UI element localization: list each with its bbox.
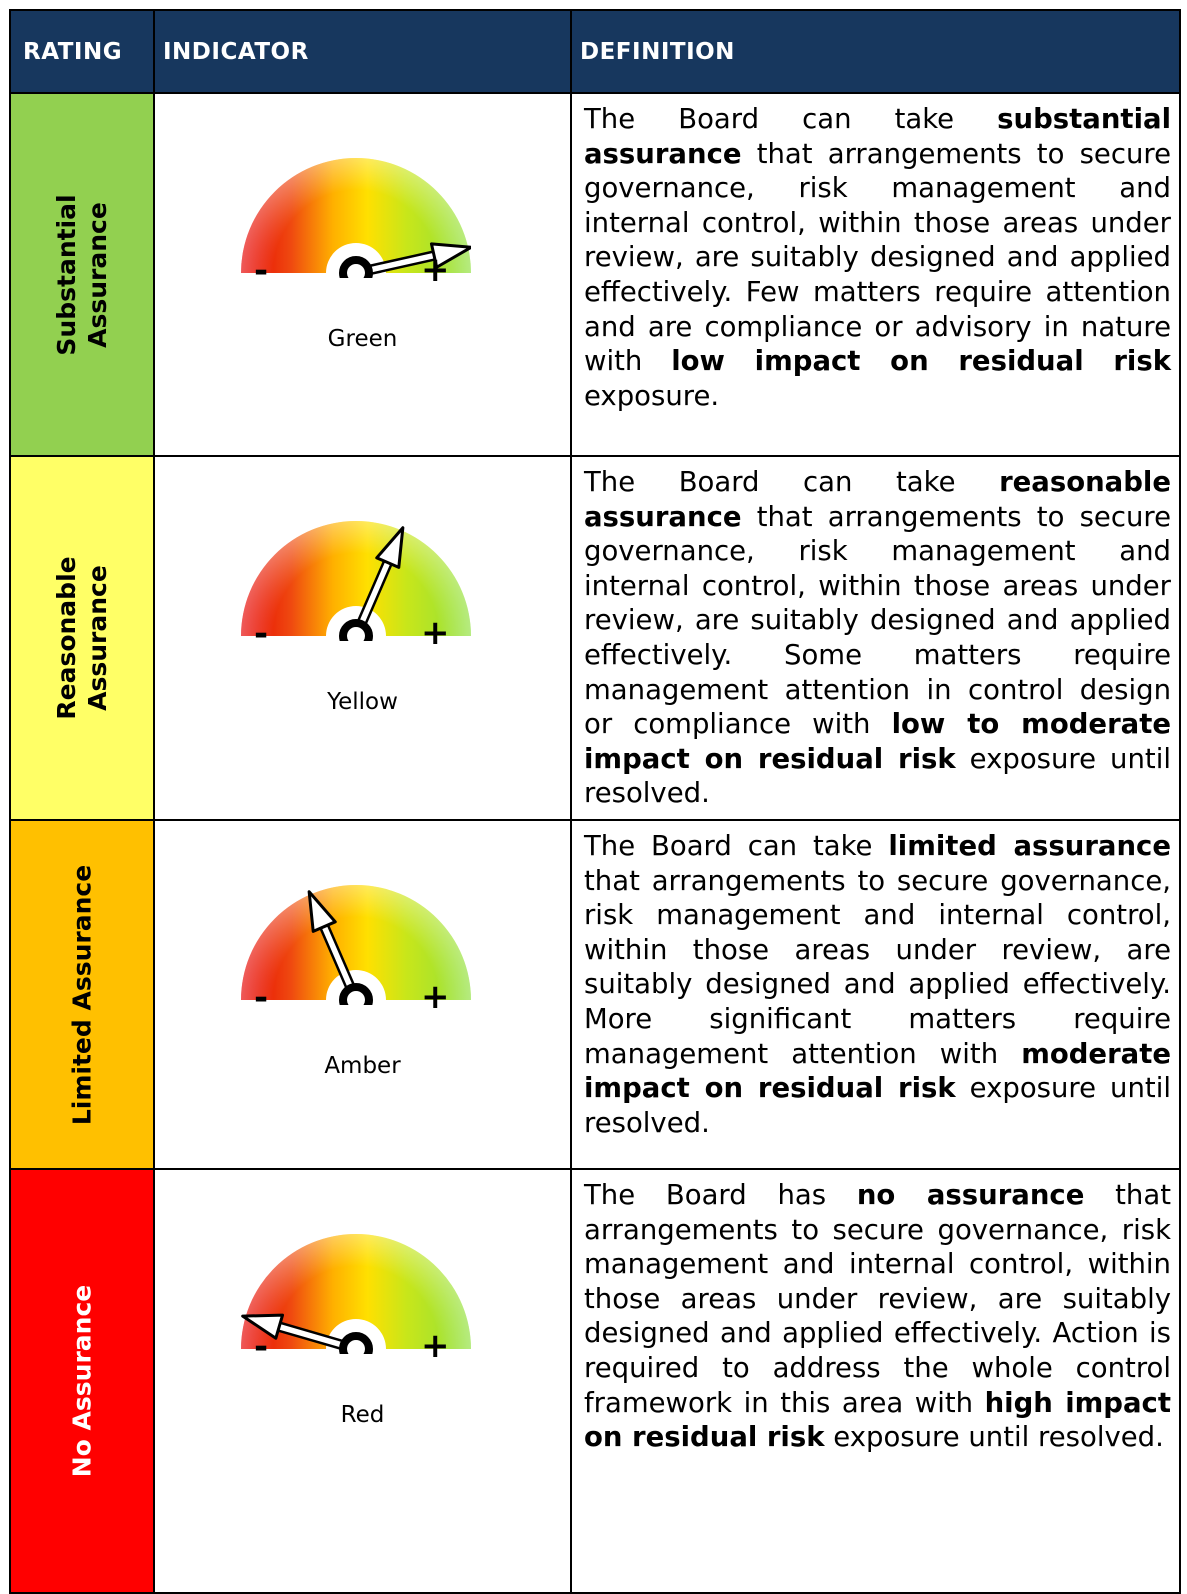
gauge-shading: [241, 521, 471, 636]
gauge-pivot: [339, 983, 373, 1005]
rating-label: Substantial Assurance: [51, 194, 113, 355]
rating-row: Reasonable Assurance - + Yellow The Board can…: [9, 455, 1181, 821]
definition-text: that arrangements to secure governance, …: [584, 1179, 1171, 1419]
indicator-column-header: INDICATOR: [153, 9, 572, 94]
indicator-cell: - + Amber: [153, 819, 572, 1170]
rating-label: No Assurance: [67, 1285, 98, 1477]
rating-column-header: RATING: [9, 9, 155, 94]
definition-text: exposure until resolved.: [584, 1072, 1171, 1139]
rating-label-line: Reasonable: [52, 556, 81, 720]
definition-column-header: DEFINITION: [570, 9, 1181, 94]
rating-label-line: Limited Assurance: [67, 864, 97, 1125]
gauge-minus-label: -: [254, 978, 269, 1018]
definition-text: exposure.: [584, 379, 720, 412]
definition-cell: The Board has no assurance that arrangem…: [570, 1168, 1181, 1594]
gauge-pivot: [339, 619, 373, 641]
definition-emphasis: low to moderate impact on residual risk: [584, 708, 1171, 775]
rating-cell: Limited Assurance: [9, 819, 155, 1170]
definition-text: The Board can take: [584, 466, 1000, 498]
definition-text: that arrangements to secure governance, …: [584, 500, 1171, 741]
rating-label-line: Assurance: [83, 201, 112, 348]
rating-label-line: Assurance: [83, 565, 112, 711]
definition-emphasis: low impact on residual risk: [671, 345, 1171, 378]
indicator-cell: - + Yellow: [153, 455, 572, 821]
gauge-plus-label: +: [421, 1326, 450, 1366]
rating-cell: Reasonable Assurance: [9, 455, 155, 821]
definition-text: The Board has: [584, 1179, 857, 1211]
definition-emphasis: reasonable assurance: [584, 466, 1171, 533]
rating-cell: Substantial Assurance: [9, 92, 155, 457]
rating-row: Limited Assurance - + Amber The Board can ta…: [9, 819, 1181, 1170]
definition-text: The Board can take: [584, 103, 998, 135]
rating-label: Limited Assurance: [67, 864, 98, 1124]
gauge-minus-label: -: [254, 251, 269, 291]
assurance-gauge-icon: [241, 521, 471, 641]
indicator-color-label: Amber: [324, 1053, 401, 1079]
gauge-shading: [241, 885, 471, 1000]
definition-text: that arrangements to secure governance, …: [584, 864, 1171, 1070]
assurance-gauge-icon: [241, 1234, 471, 1354]
assurance-gauge-icon: [241, 885, 471, 1005]
gauge-needle: [307, 890, 357, 993]
indicator-cell: - + Red: [153, 1168, 572, 1594]
assurance-gauge-icon: [241, 158, 471, 278]
definition-emphasis: limited assurance: [888, 830, 1171, 862]
rating-row: Substantial Assurance - + Green The Board can…: [9, 92, 1181, 457]
definition-cell: The Board can take limited assurance tha…: [570, 819, 1181, 1170]
indicator-cell: - + Green: [153, 92, 572, 457]
rating-cell: No Assurance: [9, 1168, 155, 1594]
rating-label: Reasonable Assurance: [51, 556, 113, 719]
rating-row: No Assurance - + Red The Board has no assura…: [9, 1168, 1181, 1594]
indicator-color-label: Yellow: [327, 689, 398, 715]
header-row: RATING INDICATOR DEFINITION: [9, 9, 1181, 94]
gauge-shading: [241, 158, 471, 273]
definition-text: exposure until resolved.: [584, 742, 1171, 810]
definition-cell: The Board can take reasonable assurance …: [570, 455, 1181, 821]
gauge-pivot: [339, 1332, 373, 1354]
indicator-color-label: Red: [340, 1402, 385, 1428]
gauge-pivot: [339, 256, 373, 278]
definition-text: that arrangements to secure governance, …: [584, 137, 1171, 378]
indicator-color-label: Green: [327, 326, 398, 352]
definition-cell: The Board can take substantial assurance…: [570, 92, 1181, 457]
gauge-plus-label: +: [421, 613, 450, 653]
gauge-plus-label: +: [421, 250, 450, 290]
gauge-needle: [241, 1313, 348, 1352]
definition-emphasis: substantial assurance: [584, 103, 1171, 170]
definition-emphasis: no assurance: [856, 1179, 1085, 1211]
rating-label-line: No Assurance: [67, 1284, 97, 1478]
assurance-ratings-table: RATING INDICATOR DEFINITION Substantial A…: [9, 9, 1181, 1594]
definition-text: The Board can take: [584, 830, 889, 862]
definition-emphasis: moderate impact on residual risk: [584, 1037, 1171, 1105]
definition-emphasis: high impact on residual risk: [584, 1386, 1171, 1454]
gauge-minus-label: -: [254, 1327, 269, 1367]
gauge-plus-label: +: [421, 977, 450, 1017]
gauge-minus-label: -: [254, 614, 269, 654]
gauge-shading: [241, 1234, 471, 1349]
rating-label-line: Substantial: [52, 193, 81, 356]
definition-text: exposure until resolved.: [824, 1421, 1164, 1454]
